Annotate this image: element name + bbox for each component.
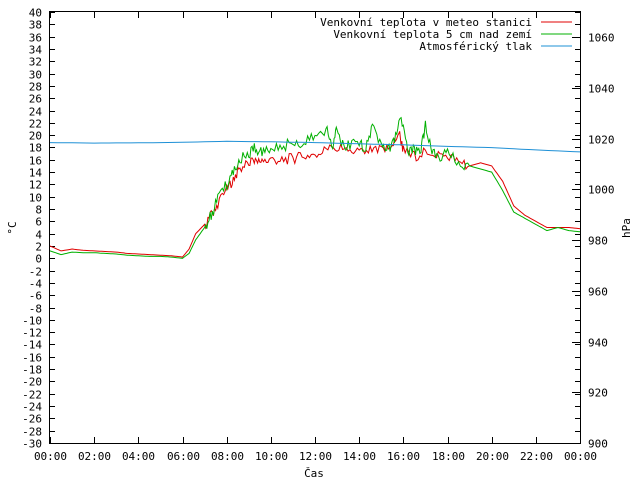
y-tick-label: 38 [29,19,42,32]
y-tick-label: 14 [29,167,43,180]
y-tick-label: -10 [22,315,42,328]
x-tick-label: 02:00 [78,450,111,463]
series-line-station-temp [49,131,581,258]
x-tick-label: 00:00 [34,450,67,463]
x-tick-label: 00:00 [564,450,597,463]
x-tick-label: 06:00 [167,450,200,463]
series-line-ground-temp [49,116,581,259]
y2-tick-label: 900 [588,438,608,451]
y2-tick-label: 1060 [588,32,615,45]
y-tick-label: 30 [29,69,42,82]
y2-tick-label: 1020 [588,134,615,147]
y2-tick-label: 920 [588,387,608,400]
y-tick-label: -28 [22,426,42,439]
y-tick-label: -6 [29,290,42,303]
y-tick-label: 12 [29,179,42,192]
y2-tick-label: 1000 [588,184,615,197]
y-tick-label: 2 [35,241,42,254]
x-tick-label: 14:00 [343,450,376,463]
x-tick-label: 22:00 [520,450,553,463]
y-axis-left: -30-28-26-24-22-20-18-16-14-12-10-8-6-4-… [22,7,580,451]
y-tick-label: 26 [29,93,42,106]
x-axis: 00:00 02:00 04:00 06:00 08:00 10:00 12:00 14:00… [34,12,597,463]
y-tick-label: -30 [22,438,42,451]
y-tick-label: 34 [29,44,43,57]
y-tick-label: 20 [29,130,42,143]
x-axis-label: Čas [304,467,324,480]
y-tick-label: -2 [29,266,42,279]
x-tick-label: 10:00 [255,450,288,463]
y-tick-label: -20 [22,376,42,389]
series-line-pressure [49,140,581,153]
y-tick-label: -16 [22,352,42,365]
y-tick-label: 40 [29,7,42,20]
y-tick-label: -14 [22,339,42,352]
y-tick-label: -4 [29,278,43,291]
y-tick-label: -26 [22,413,42,426]
y2-tick-label: 980 [588,235,608,248]
y-tick-label: 32 [29,56,42,69]
y-tick-label: -12 [22,327,42,340]
legend-entry-ground-temp-label: Venkovní teplota 5 cm nad zemí [333,28,532,41]
legend: Venkovní teplota v meteo staniciVenkovní… [320,16,572,53]
legend-entry-station-temp-label: Venkovní teplota v meteo stanici [320,16,532,29]
y-tick-label: 24 [29,106,43,119]
y-tick-label: 36 [29,32,42,45]
y-tick-label: 6 [35,216,42,229]
y-tick-label: -22 [22,389,42,402]
plot-frame [49,11,581,444]
y2-axis-label: hPa [620,218,633,238]
y-tick-label: 8 [35,204,42,217]
y-tick-label: 10 [29,192,42,205]
y-tick-label: 22 [29,118,42,131]
y2-tick-label: 960 [588,286,608,299]
series-group [49,116,581,259]
y-tick-label: 4 [35,229,42,242]
x-tick-label: 16:00 [387,450,420,463]
x-tick-label: 12:00 [299,450,332,463]
y-axis-right: 900 920 940 960 980 1000 1020 1040 1060 [572,32,615,451]
y-tick-label: -24 [22,401,42,414]
y-tick-label: -18 [22,364,42,377]
y-tick-label: 18 [29,142,42,155]
legend-entry-pressure-label: Atmosférický tlak [419,40,532,53]
y-tick-label: 16 [29,155,42,168]
x-tick-label: 18:00 [432,450,465,463]
y-axis-label: °C [6,221,19,234]
x-tick-label: 04:00 [122,450,155,463]
y-tick-label: 0 [35,253,42,266]
y-tick-label: 28 [29,81,42,94]
x-tick-label: 08:00 [211,450,244,463]
y2-tick-label: 940 [588,337,608,350]
y-tick-label: -8 [29,303,42,316]
x-tick-label: 20:00 [476,450,509,463]
y2-tick-label: 1040 [588,83,615,96]
